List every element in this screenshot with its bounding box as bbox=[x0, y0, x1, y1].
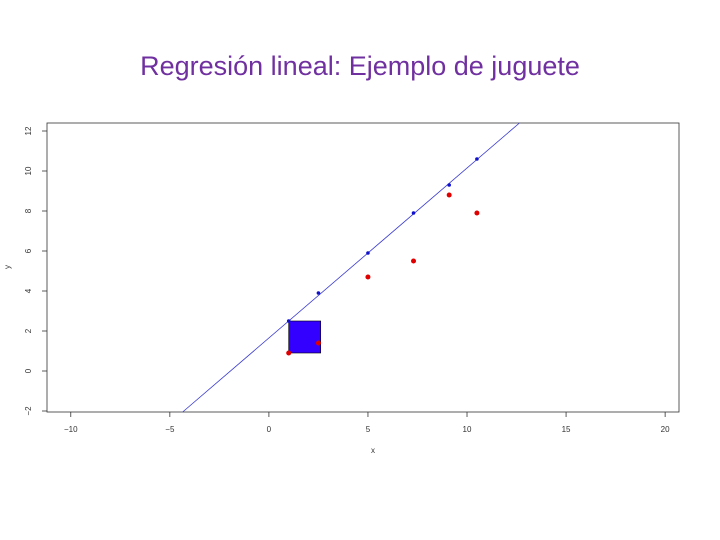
residual-square bbox=[288, 320, 322, 354]
slide-title: Regresión lineal: Ejemplo de juguete bbox=[140, 51, 580, 81]
x-tick-label: 5 bbox=[366, 425, 371, 434]
point bbox=[365, 274, 371, 280]
y-tick-label: 2 bbox=[24, 328, 33, 333]
fit-line bbox=[182, 122, 520, 413]
point bbox=[447, 183, 451, 187]
x-tick-label: −10 bbox=[64, 425, 78, 434]
point bbox=[446, 192, 452, 198]
y-tick-label: 0 bbox=[24, 368, 33, 373]
point bbox=[316, 291, 321, 295]
point bbox=[366, 251, 370, 255]
y-tick-label: 10 bbox=[24, 166, 33, 175]
y-tick-label: 4 bbox=[24, 288, 33, 293]
y-tick-label: −2 bbox=[24, 406, 33, 416]
x-tick-label: 0 bbox=[267, 425, 272, 434]
point bbox=[286, 319, 291, 323]
plot-frame bbox=[46, 122, 680, 413]
x-tick-label: 10 bbox=[463, 425, 472, 434]
y-tick-label: 8 bbox=[24, 208, 33, 213]
point bbox=[475, 157, 479, 161]
x-axis-label: x bbox=[371, 446, 375, 455]
y-axis-label: y bbox=[3, 265, 12, 269]
y-tick-label: 6 bbox=[24, 248, 33, 253]
x-tick-label: −5 bbox=[165, 425, 175, 434]
point bbox=[286, 350, 292, 356]
y-tick-label: 12 bbox=[24, 126, 33, 135]
x-tick-label: 20 bbox=[661, 425, 670, 434]
point bbox=[411, 258, 417, 264]
point bbox=[474, 210, 480, 216]
point bbox=[315, 340, 321, 346]
x-tick-label: 15 bbox=[562, 425, 571, 434]
point bbox=[411, 211, 416, 215]
